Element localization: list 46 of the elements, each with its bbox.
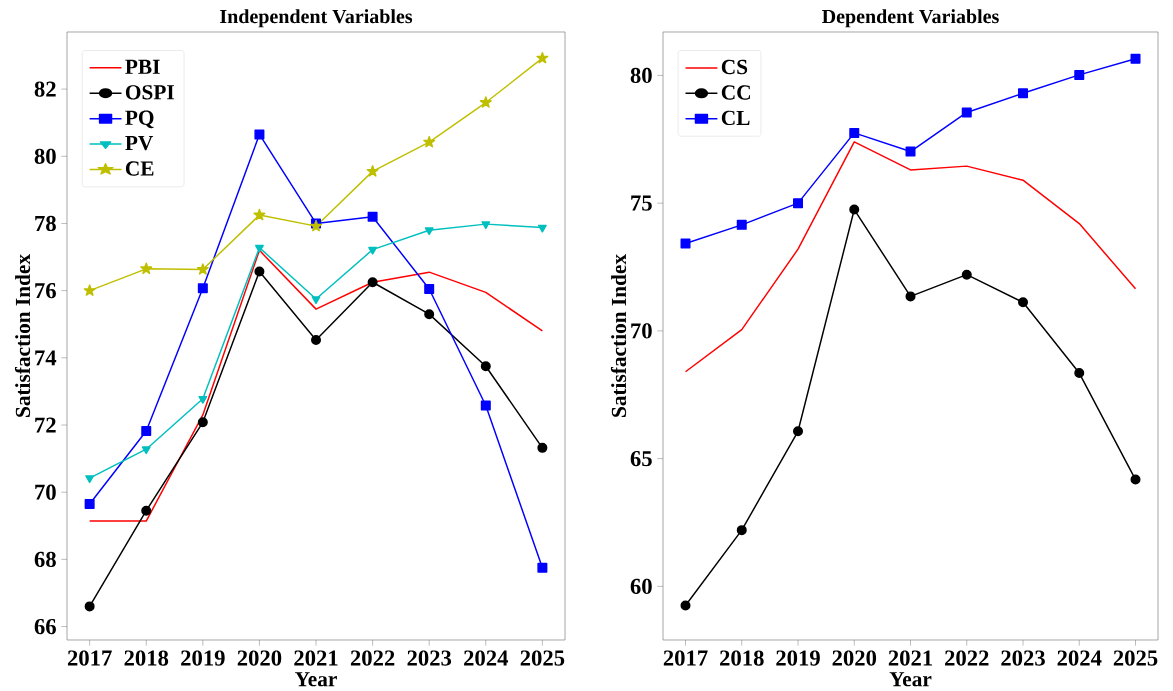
x-tick-label: 2025 <box>1113 650 1158 666</box>
y-axis-title: Satisfaction Index <box>610 254 627 418</box>
legend-label: CS <box>721 59 748 75</box>
x-tick-label: 2022 <box>350 650 395 666</box>
legend-label: PV <box>125 136 154 151</box>
y-tick-label: 80 <box>630 67 652 84</box>
y-tick-label: 80 <box>34 148 56 165</box>
x-tick-label: 2020 <box>237 650 282 666</box>
x-tick-label: 2020 <box>832 650 877 666</box>
x-tick-label: 2023 <box>1001 650 1045 666</box>
y-tick-label: 78 <box>35 215 56 232</box>
x-tick-label: 2017 <box>67 650 112 666</box>
chart-title: Dependent Variables <box>822 9 999 28</box>
y-tick-label: 74 <box>35 350 57 366</box>
y-tick-label: 75 <box>631 195 652 211</box>
x-tick-label: 2018 <box>720 650 764 666</box>
y-tick-label: 70 <box>631 323 652 339</box>
x-tick-label: 2024 <box>464 650 509 666</box>
x-axis-title: Year <box>295 672 337 687</box>
x-tick-label: 2021 <box>294 650 338 666</box>
x-tick-label: 2018 <box>124 650 169 666</box>
y-axis-title: Satisfaction Index <box>14 254 31 418</box>
chart-title: Independent Variables <box>220 9 413 28</box>
x-tick-label: 2019 <box>776 650 820 666</box>
y-tick-label: 60 <box>630 578 652 595</box>
legend-label: PQ <box>125 110 154 129</box>
y-tick-label: 76 <box>35 283 56 299</box>
x-tick-label: 2017 <box>663 650 708 666</box>
x-tick-label: 2022 <box>945 650 989 666</box>
x-tick-label: 2019 <box>181 650 225 666</box>
x-tick-label: 2021 <box>888 650 933 666</box>
y-tick-label: 72 <box>35 417 56 433</box>
x-tick-label: 2025 <box>520 650 565 666</box>
x-axis-title: Year <box>889 672 932 687</box>
legend-label: CE <box>125 161 154 176</box>
y-tick-label: 65 <box>630 451 652 467</box>
x-tick-label: 2023 <box>407 650 452 666</box>
x-tick-label: 2024 <box>1057 650 1102 666</box>
legend-label: CC <box>721 85 750 100</box>
y-tick-label: 82 <box>34 81 56 97</box>
legend-label: CL <box>721 110 750 126</box>
y-tick-label: 70 <box>35 484 56 500</box>
y-tick-label: 66 <box>34 619 56 635</box>
y-tick-label: 68 <box>34 551 56 568</box>
legend-label: PBI <box>125 59 160 74</box>
legend-label: OSPI <box>125 85 174 100</box>
